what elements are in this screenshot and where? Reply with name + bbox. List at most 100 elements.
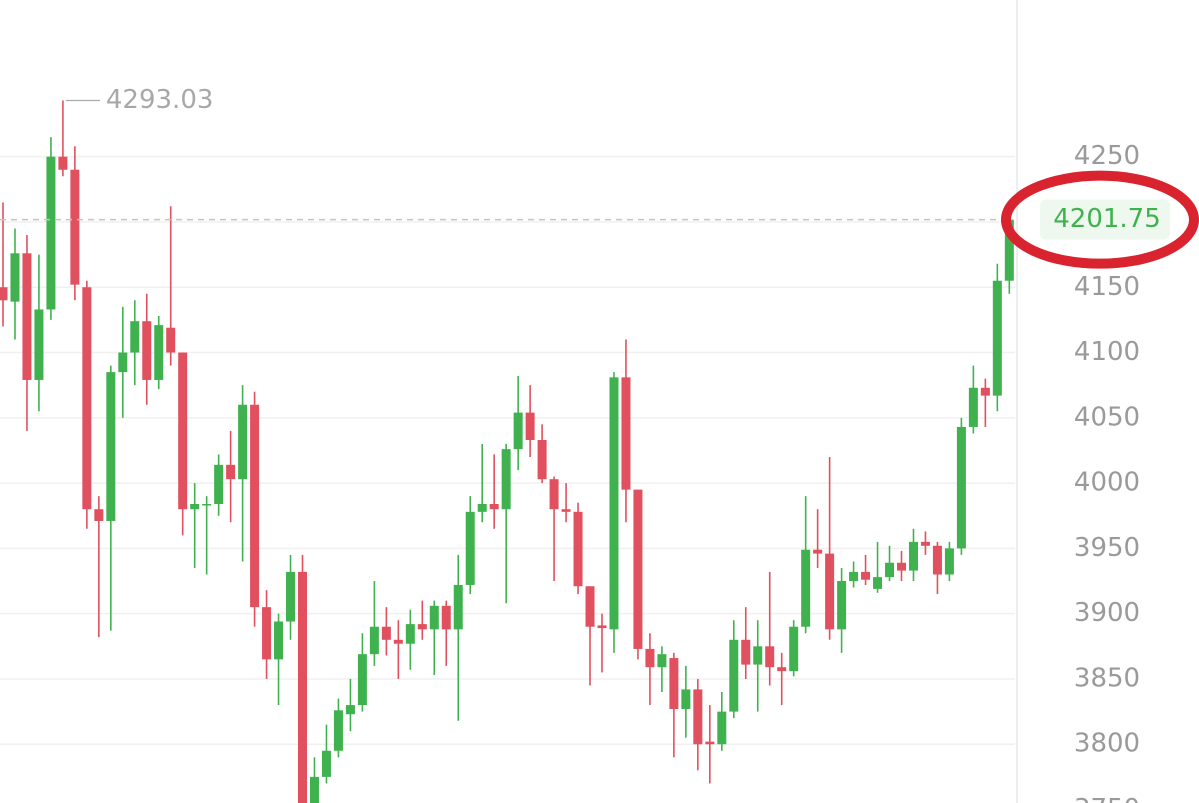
candle-body (477, 503, 487, 512)
candle-body (70, 169, 80, 285)
y-tick-label: 3850 (1074, 663, 1140, 693)
candle-body (393, 639, 403, 644)
y-tick-label: 3900 (1074, 598, 1140, 628)
candle-body (489, 503, 499, 510)
candle-body (777, 667, 787, 672)
highlight-circle (1001, 170, 1199, 269)
candle-body (214, 464, 224, 504)
candle-body (537, 440, 547, 480)
y-tick-label: 4150 (1074, 272, 1140, 302)
candle-body (825, 553, 835, 630)
candle-body (549, 479, 559, 510)
candle-body (741, 639, 751, 665)
candle-body (333, 710, 343, 751)
candle-body (789, 626, 799, 672)
candle-body (693, 689, 703, 745)
candle-body (585, 586, 595, 627)
candle-body (897, 562, 906, 571)
candle-body (0, 287, 8, 301)
candle-body (908, 541, 918, 571)
candle-body (118, 352, 128, 373)
candle-body (729, 639, 739, 712)
y-tick-label: 3750 (1074, 794, 1140, 803)
candle-body (705, 741, 715, 745)
candle-body (34, 309, 44, 380)
candle-body (944, 548, 954, 575)
candle-body (992, 280, 1002, 396)
candle-body (645, 648, 655, 668)
candle-body (46, 156, 56, 310)
candle-body (178, 352, 188, 510)
y-tick-label: 4100 (1074, 337, 1140, 367)
candle-body (345, 705, 355, 715)
high-annotation: 4293.03 (106, 85, 214, 115)
candle-body (657, 654, 667, 668)
candle-body (357, 654, 367, 706)
candle-body (717, 711, 727, 745)
candle-body (106, 372, 116, 521)
candle-body (286, 571, 296, 622)
candle-body (309, 776, 319, 803)
candle-body (837, 581, 847, 630)
candle-body (262, 607, 272, 660)
candle-body (621, 377, 631, 490)
candle-body (813, 549, 823, 554)
last-price-tag (1040, 199, 1170, 240)
candle-body (525, 412, 535, 441)
candle-body (82, 287, 92, 510)
candle-body (465, 511, 475, 585)
candle-body (274, 621, 284, 660)
candle-body (10, 253, 20, 302)
candle-body (681, 689, 691, 709)
candle-body (561, 509, 571, 512)
candle-body (22, 253, 32, 380)
candle-body (573, 511, 583, 587)
candle-body (130, 321, 140, 353)
candle-body (956, 426, 966, 549)
candle-body (166, 327, 176, 353)
candle-body (932, 545, 942, 575)
candle-body (633, 489, 643, 649)
candle-body (849, 571, 859, 582)
candle-body (142, 321, 152, 380)
candle-body (920, 541, 930, 546)
candle-body (94, 509, 104, 521)
candle-body (250, 404, 260, 608)
candle-body (417, 624, 427, 630)
candle-body (753, 646, 763, 665)
candle-body (58, 156, 68, 170)
candle-body (190, 503, 200, 510)
candle-body (669, 658, 679, 709)
candle-body (1004, 219, 1014, 281)
y-tick-label: 4000 (1074, 468, 1140, 498)
candle-body (238, 404, 248, 480)
candle-body (801, 549, 811, 627)
y-tick-label: 4250 (1074, 141, 1140, 171)
candle-body (861, 571, 871, 580)
candle-body (154, 325, 164, 380)
candle-body (501, 449, 511, 510)
candle-body (873, 577, 883, 589)
candle-body (968, 387, 978, 427)
candle-body (226, 464, 236, 480)
candle-body (405, 624, 415, 644)
candle-body (369, 626, 379, 655)
candle-body (202, 503, 212, 506)
candle-body (441, 605, 451, 630)
candle-body (429, 605, 439, 630)
candle-body (513, 412, 523, 450)
last-price-label: 4201.75 (1053, 204, 1161, 234)
candle-body (609, 377, 619, 630)
candle-body (453, 584, 463, 630)
candle-body (597, 625, 607, 629)
candle-body (980, 387, 990, 396)
candle-body (381, 626, 391, 640)
candle-body (321, 750, 331, 777)
y-tick-label: 3800 (1074, 729, 1140, 759)
candle-body (765, 646, 775, 668)
candle-body (298, 571, 307, 803)
y-tick-label: 4050 (1074, 402, 1140, 432)
y-tick-label: 3950 (1074, 533, 1140, 563)
